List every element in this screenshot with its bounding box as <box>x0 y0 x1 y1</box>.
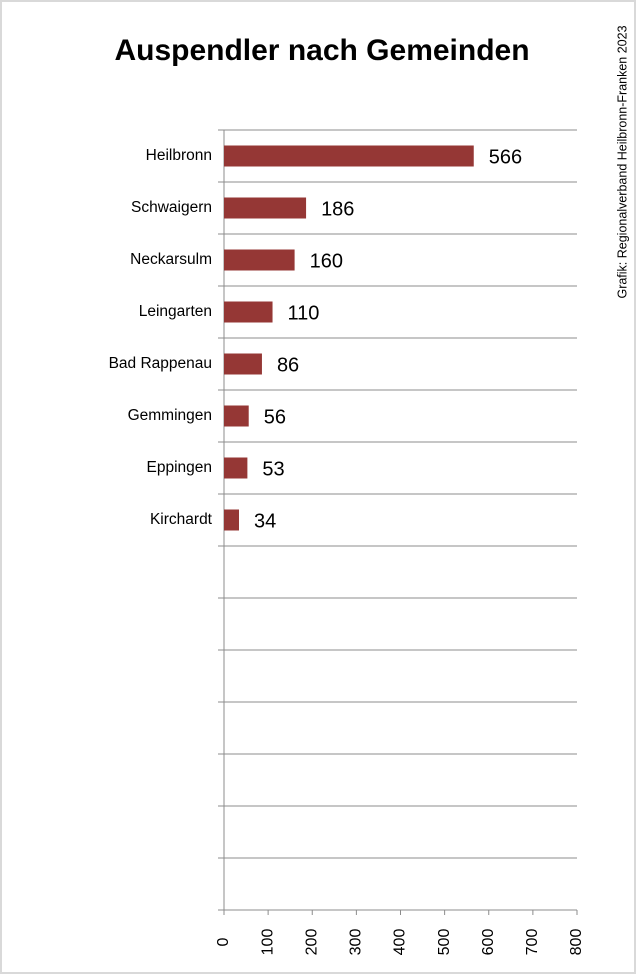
bar <box>224 353 262 375</box>
data-label: 110 <box>288 302 320 324</box>
y-tick-label: Kirchardt <box>150 511 213 528</box>
chart-title: Auspendler nach Gemeinden <box>114 34 529 67</box>
bar <box>224 509 240 531</box>
data-label: 160 <box>310 250 343 272</box>
data-label: 566 <box>489 146 522 168</box>
bar <box>224 249 295 271</box>
y-tick-label: Heilbronn <box>146 147 212 164</box>
y-tick-label: Gemmingen <box>128 407 212 424</box>
data-label: 186 <box>321 198 354 220</box>
x-tick-label: 600 <box>480 929 497 956</box>
data-label: 86 <box>277 354 299 376</box>
bar <box>224 457 248 479</box>
x-tick-label: 800 <box>568 929 585 956</box>
bar <box>224 301 273 323</box>
data-label: 56 <box>264 406 286 428</box>
data-label: 53 <box>262 458 284 480</box>
x-tick-label: 700 <box>524 929 541 956</box>
x-tick-label: 500 <box>436 929 453 956</box>
x-tick-label: 0 <box>215 937 232 946</box>
y-tick-label: Bad Rappenau <box>109 355 212 372</box>
y-tick-label: Neckarsulm <box>130 251 212 268</box>
y-tick-label: Eppingen <box>146 459 212 476</box>
x-tick-label: 100 <box>259 929 276 956</box>
y-tick-label: Schwaigern <box>131 199 212 216</box>
bar <box>224 197 307 219</box>
y-tick-label: Leingarten <box>139 303 212 320</box>
data-label: 34 <box>254 510 276 532</box>
x-tick-label: 200 <box>303 929 320 956</box>
bar <box>224 145 474 167</box>
bar <box>224 405 249 427</box>
x-tick-label: 300 <box>348 929 365 956</box>
x-tick-label: 400 <box>392 929 409 956</box>
source-note: Grafik: Regionalverband Heilbronn-Franke… <box>615 25 629 298</box>
